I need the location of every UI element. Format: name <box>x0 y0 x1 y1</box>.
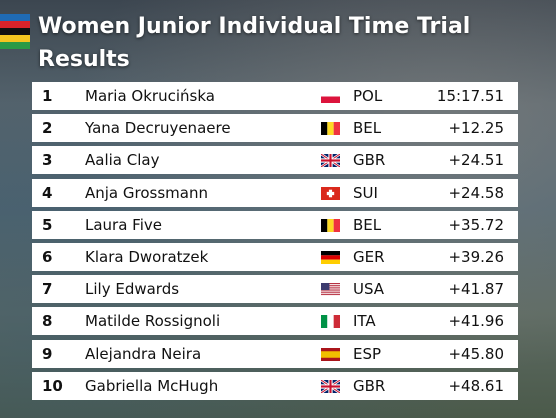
flag-part <box>321 350 340 358</box>
stripe <box>0 28 30 35</box>
time: +41.96 <box>448 312 504 331</box>
time: +12.25 <box>448 119 504 138</box>
rider-name: Klara Dworatzek <box>85 248 209 266</box>
flag <box>321 251 340 264</box>
flag-part <box>321 288 340 290</box>
rank: 5 <box>42 215 53 234</box>
flag-part <box>321 285 340 286</box>
rank: 2 <box>42 119 53 138</box>
time: +48.61 <box>448 376 504 395</box>
flag-part <box>326 191 335 195</box>
flag-part <box>321 294 340 296</box>
stripe <box>0 21 30 28</box>
country-code: USA <box>353 280 385 299</box>
flag-part <box>321 385 340 388</box>
time: +39.26 <box>448 248 504 266</box>
rank: 3 <box>42 151 53 170</box>
country-code: SUI <box>353 183 378 202</box>
rank: 6 <box>42 248 53 266</box>
flag-part <box>327 122 334 136</box>
result-row: 4 Anja Grossmann SUI +24.58 <box>32 178 518 207</box>
stripe <box>0 42 30 49</box>
country-code: GBR <box>353 151 386 170</box>
flag-part <box>321 90 340 97</box>
time: +45.80 <box>448 344 504 363</box>
rider-name: Maria Okrucińska <box>85 87 215 105</box>
flag-part <box>321 251 340 256</box>
flag-part <box>321 292 340 294</box>
rank: 9 <box>42 344 53 363</box>
flag-part <box>321 159 340 162</box>
flag-part <box>333 315 340 329</box>
flag-part <box>321 259 340 264</box>
flag-part <box>321 283 340 285</box>
flag-part <box>321 286 340 288</box>
flag <box>321 218 340 232</box>
flag-part <box>327 218 334 232</box>
stripe <box>0 14 30 21</box>
rider-name: Gabriella McHugh <box>85 376 219 395</box>
result-row: 1 Maria Okrucińska POL 15:17.51 <box>32 82 518 110</box>
flag-part <box>321 122 328 136</box>
flag-part <box>333 122 340 136</box>
rider-name: Aalia Clay <box>85 151 160 170</box>
time: +24.58 <box>448 183 504 202</box>
country-code: ESP <box>353 344 382 363</box>
rider-name: Lily Edwards <box>85 280 180 299</box>
country-code: POL <box>353 87 383 105</box>
flag <box>321 283 340 296</box>
rank: 8 <box>42 312 53 331</box>
flag-part <box>327 315 334 329</box>
rider-name: Anja Grossmann <box>85 183 208 202</box>
flag <box>321 315 340 329</box>
flag <box>321 154 340 168</box>
flag <box>321 122 340 136</box>
country-code: BEL <box>353 215 382 234</box>
rider-name: Laura Five <box>85 215 162 234</box>
result-row: 10 Gabriella McHugh GBR +48.61 <box>32 371 518 400</box>
result-row: 2 Yana Decruyenaere BEL +12.25 <box>32 114 518 143</box>
rank: 7 <box>42 280 53 299</box>
time: +35.72 <box>448 215 504 234</box>
result-row: 9 Alejandra Neira ESP +45.80 <box>32 339 518 368</box>
result-row: 8 Matilde Rossignoli ITA +41.96 <box>32 307 518 336</box>
flag-part <box>321 218 328 232</box>
flag-part <box>321 283 330 291</box>
rider-name: Alejandra Neira <box>85 344 202 363</box>
rider-name: Yana Decruyenaere <box>85 119 231 138</box>
flag <box>321 347 340 361</box>
flag <box>321 90 340 103</box>
country-code: GER <box>353 248 385 266</box>
country-code: BEL <box>353 119 382 138</box>
title: Women Junior Individual Time Trial <box>38 14 471 39</box>
stripe <box>0 35 30 42</box>
result-row: 7 Lily Edwards USA +41.87 <box>32 275 518 304</box>
rainbow-stripes <box>0 14 30 50</box>
flag-part <box>333 218 340 232</box>
time: +41.87 <box>448 280 504 299</box>
flag <box>321 379 340 393</box>
flag-part <box>321 315 328 329</box>
rank: 4 <box>42 183 53 202</box>
flag-part <box>321 290 340 292</box>
result-row: 3 Aalia Clay GBR +24.51 <box>32 146 518 175</box>
flag <box>321 186 340 200</box>
time: +24.51 <box>448 151 504 170</box>
rank: 1 <box>42 87 53 105</box>
flag-part <box>321 96 340 103</box>
rider-name: Matilde Rossignoli <box>85 312 221 331</box>
flag-part <box>321 255 340 260</box>
rank: 10 <box>42 376 63 395</box>
country-code: GBR <box>353 376 386 395</box>
result-row: 5 Laura Five BEL +35.72 <box>32 210 518 239</box>
country-code: ITA <box>353 312 376 331</box>
time: 15:17.51 <box>436 87 504 105</box>
subtitle: Results <box>38 47 130 72</box>
result-row: 6 Klara Dworatzek GER +39.26 <box>32 243 518 271</box>
